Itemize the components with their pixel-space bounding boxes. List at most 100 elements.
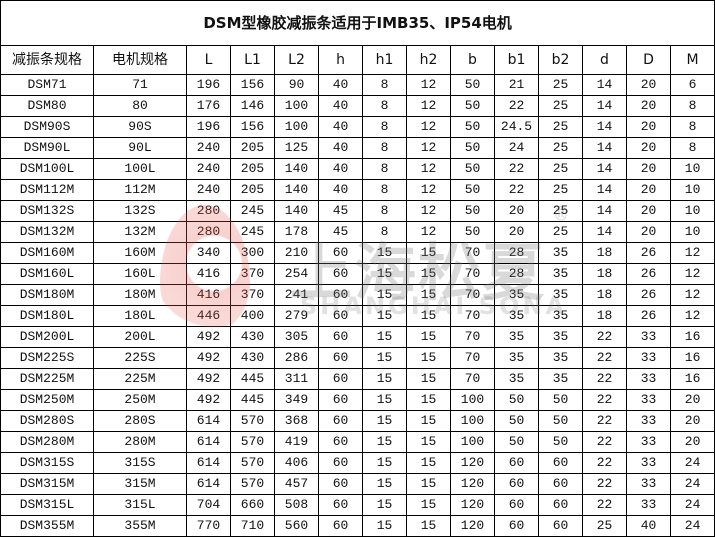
table-cell: 400: [230, 305, 275, 327]
table-cell: DSM280M: [0, 431, 94, 453]
table-cell: 241: [274, 284, 319, 306]
table-cell: 140: [274, 179, 319, 201]
table-cell: 70: [450, 368, 495, 390]
table-cell: 100: [274, 116, 319, 138]
header-row: 减振条规格 电机规格 L L1 L2 h h1 h2 b b1 b2 d D M: [0, 45, 715, 75]
table-cell: 18: [582, 263, 627, 285]
table-cell: 25: [538, 221, 583, 243]
column-header: d: [582, 45, 627, 75]
table-cell: 770: [186, 515, 231, 537]
table-cell: 570: [230, 431, 275, 453]
table-cell: 28: [494, 263, 539, 285]
table-cell: 15: [362, 368, 407, 390]
table-cell: 205: [230, 179, 275, 201]
table-cell: 704: [186, 494, 231, 516]
table-cell: 146: [230, 95, 275, 117]
table-cell: 25: [582, 515, 627, 537]
table-cell: 355M: [93, 515, 187, 537]
table-cell: 416: [186, 263, 231, 285]
table-cell: 368: [274, 410, 319, 432]
table-cell: 18: [582, 305, 627, 327]
table-cell: 60: [318, 263, 363, 285]
table-cell: 15: [362, 515, 407, 537]
table-cell: 15: [406, 410, 451, 432]
table-cell: 60: [318, 452, 363, 474]
table-cell: DSM355M: [0, 515, 94, 537]
table-cell: 15: [406, 284, 451, 306]
table-cell: 12: [406, 116, 451, 138]
table-cell: 10: [669, 179, 715, 201]
table-cell: 33: [626, 473, 671, 495]
table-cell: 20: [626, 221, 671, 243]
table-cell: 205: [230, 137, 275, 159]
table-cell: 180L: [93, 305, 187, 327]
table-cell: 10: [669, 221, 715, 243]
table-row: DSM71 71 196 156 90 40 8 12 50 21 25 14 20 6: [0, 74, 715, 96]
table-cell: 15: [362, 494, 407, 516]
table-cell: DSM160L: [0, 263, 94, 285]
table-cell: 10: [669, 200, 715, 222]
table-cell: 71: [93, 74, 187, 96]
table-cell: 60: [538, 494, 583, 516]
table-cell: 60: [494, 494, 539, 516]
table-cell: 14: [582, 137, 627, 159]
table-cell: 14: [582, 74, 627, 96]
table-cell: 60: [318, 242, 363, 264]
table-cell: 33: [626, 368, 671, 390]
table-cell: 508: [274, 494, 319, 516]
table-cell: DSM100L: [0, 158, 94, 180]
table-cell: 315M: [93, 473, 187, 495]
table-cell: 90S: [93, 116, 187, 138]
table-cell: 60: [318, 515, 363, 537]
table-cell: 120: [450, 452, 495, 474]
table-cell: 21: [494, 74, 539, 96]
table-cell: 20: [626, 158, 671, 180]
table-cell: 14: [582, 158, 627, 180]
table-cell: 22: [582, 494, 627, 516]
table-cell: 33: [626, 410, 671, 432]
table-cell: DSM132M: [0, 221, 94, 243]
table-cell: 12: [406, 95, 451, 117]
table-cell: 15: [362, 347, 407, 369]
table-cell: 14: [582, 221, 627, 243]
table-cell: 24: [669, 494, 715, 516]
table-cell: DSM180L: [0, 305, 94, 327]
column-header: h2: [406, 45, 451, 75]
table-cell: 25: [538, 74, 583, 96]
table-cell: 90L: [93, 137, 187, 159]
table-cell: 12: [406, 74, 451, 96]
table-cell: 40: [318, 116, 363, 138]
table-cell: 12: [406, 200, 451, 222]
column-header: h: [318, 45, 363, 75]
table-cell: 10: [669, 158, 715, 180]
table-cell: 16: [669, 326, 715, 348]
table-cell: 26: [626, 305, 671, 327]
table-cell: 15: [362, 242, 407, 264]
table-cell: 492: [186, 389, 231, 411]
table-cell: 22: [582, 326, 627, 348]
table-cell: 12: [406, 179, 451, 201]
table-cell: 35: [538, 305, 583, 327]
table-cell: 349: [274, 389, 319, 411]
table-cell: 60: [318, 431, 363, 453]
table-cell: 50: [494, 410, 539, 432]
table-cell: 245: [230, 221, 275, 243]
table-row: DSM160L 160L 416 370 254 60 15 15 70 28 35 18 26 12: [0, 263, 715, 285]
table-cell: 20: [494, 221, 539, 243]
table-row: DSM225S 225S 492 430 286 60 15 15 70 35 35 22 33 16: [0, 347, 715, 369]
table-cell: 370: [230, 284, 275, 306]
table-cell: 570: [230, 473, 275, 495]
table-cell: 22: [582, 410, 627, 432]
table-cell: 210: [274, 242, 319, 264]
table-cell: 33: [626, 431, 671, 453]
table-row: DSM200L 200L 492 430 305 60 15 15 70 35 35 22 33 16: [0, 326, 715, 348]
table-cell: 50: [450, 179, 495, 201]
table-cell: 15: [362, 305, 407, 327]
table-cell: 50: [450, 95, 495, 117]
table-cell: 15: [362, 263, 407, 285]
table-cell: 22: [494, 179, 539, 201]
table-cell: 430: [230, 326, 275, 348]
table-cell: 100L: [93, 158, 187, 180]
table-cell: 156: [230, 74, 275, 96]
